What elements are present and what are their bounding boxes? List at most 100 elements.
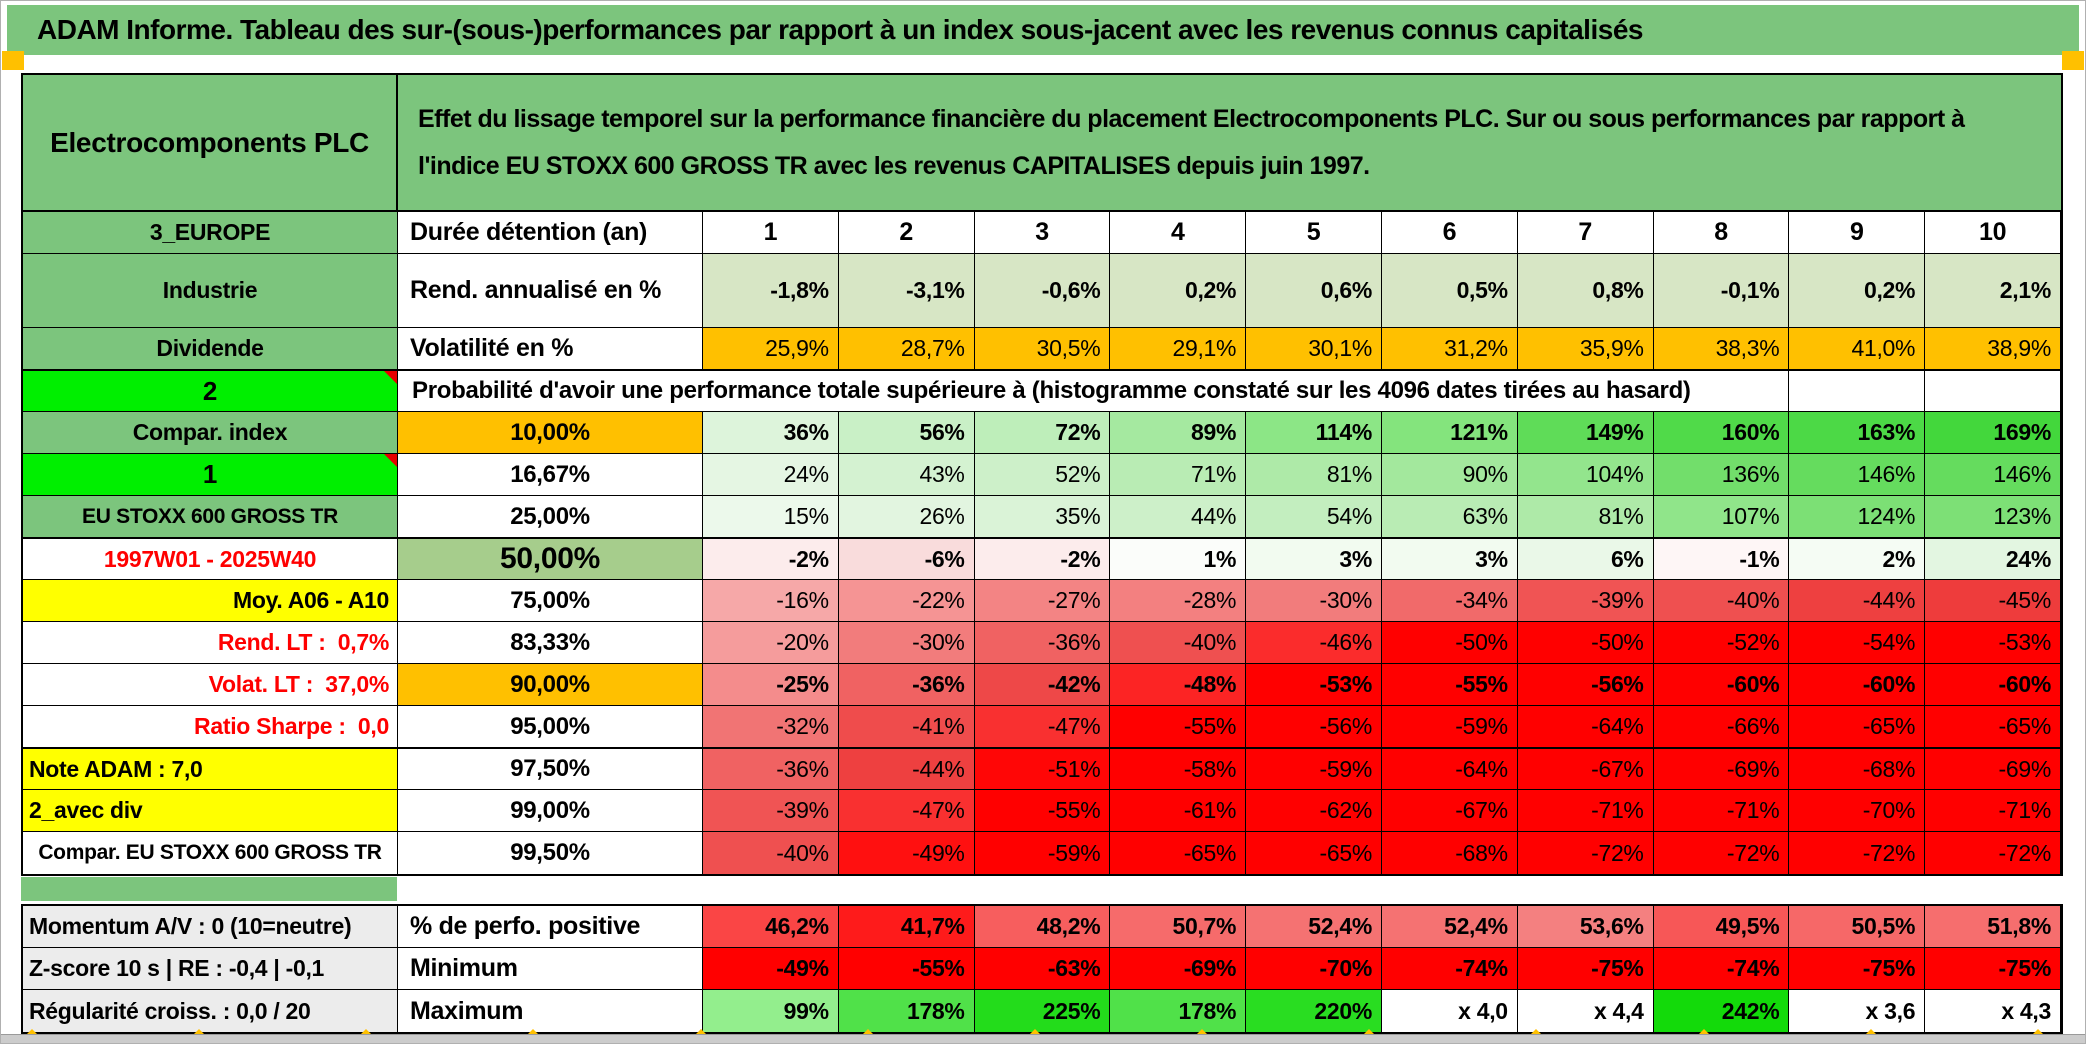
data-cell[interactable]: 50,7% [1110,906,1247,947]
data-cell[interactable]: 3 [974,212,1111,253]
data-cell[interactable]: -60% [1925,664,2061,705]
data-cell[interactable]: 178% [1110,990,1247,1032]
row-label[interactable]: Dividende [23,328,398,369]
data-cell[interactable]: 56% [838,412,975,453]
data-cell[interactable]: 3% [1382,539,1518,579]
data-cell[interactable]: -74% [1382,948,1518,989]
data-cell[interactable]: 28,7% [838,328,975,369]
data-cell[interactable]: -75% [1789,948,1926,989]
row-sublabel[interactable]: Maximum [398,990,703,1032]
data-cell[interactable]: -55% [974,790,1111,831]
data-cell[interactable]: 38,3% [1653,328,1790,369]
company-cell[interactable]: Electrocomponents PLC [23,75,398,210]
data-cell[interactable]: 9 [1789,212,1926,253]
data-cell[interactable]: -50% [1382,622,1518,663]
data-cell[interactable]: -69% [1653,749,1790,789]
data-cell[interactable]: 30,5% [974,328,1111,369]
data-cell[interactable]: 52% [974,454,1111,495]
data-cell[interactable]: 2,1% [1925,254,2061,327]
data-cell[interactable]: -52% [1653,622,1790,663]
data-cell[interactable]: -20% [703,622,839,663]
data-cell[interactable]: -62% [1246,790,1382,831]
data-cell[interactable]: -2% [703,539,839,579]
data-cell[interactable]: 49,5% [1653,906,1790,947]
row-label[interactable]: Industrie [23,254,398,327]
data-cell[interactable]: -65% [1789,706,1926,747]
row-sublabel[interactable]: Minimum [398,948,703,989]
data-cell[interactable]: 104% [1517,454,1654,495]
data-cell[interactable]: -56% [1517,664,1654,705]
data-cell[interactable]: -40% [1653,580,1790,621]
data-cell[interactable]: -56% [1246,706,1382,747]
data-cell[interactable]: -65% [1110,832,1247,874]
row-sublabel[interactable]: 99,00% [398,790,703,831]
data-cell[interactable]: -49% [703,948,839,989]
data-cell[interactable]: -71% [1925,790,2061,831]
data-cell[interactable]: 15% [703,496,839,537]
data-cell[interactable]: -3,1% [838,254,975,327]
row-label[interactable]: EU STOXX 600 GROSS TR [23,496,398,537]
data-cell[interactable]: -60% [1789,664,1926,705]
data-cell[interactable]: 54% [1246,496,1382,537]
data-cell[interactable]: -65% [1246,832,1382,874]
row-sublabel[interactable]: 75,00% [398,580,703,621]
data-cell[interactable]: 38,9% [1925,328,2061,369]
data-cell[interactable]: -40% [703,832,839,874]
data-cell[interactable]: 3% [1246,539,1382,579]
data-cell[interactable]: 30,1% [1246,328,1382,369]
data-cell[interactable]: 26% [838,496,975,537]
row-label[interactable]: Momentum A/V : 0 (10=neutre) [23,906,398,947]
row-sublabel[interactable]: 97,50% [398,749,703,789]
data-cell[interactable]: -58% [1110,749,1247,789]
data-cell[interactable]: 50,5% [1789,906,1926,947]
row-sublabel[interactable]: Durée détention (an) [398,212,703,253]
data-cell[interactable]: x 4,0 [1382,990,1518,1032]
data-cell[interactable]: -27% [974,580,1111,621]
data-cell[interactable]: 81% [1517,496,1654,537]
data-cell[interactable]: 169% [1925,412,2061,453]
data-cell[interactable]: -44% [1789,580,1926,621]
row-label[interactable]: Ratio Sharpe : 0,0 [23,706,398,747]
data-cell[interactable]: -54% [1789,622,1926,663]
row-label[interactable]: Volat. LT : 37,0% [23,664,398,705]
data-cell[interactable]: 24% [703,454,839,495]
data-cell[interactable]: -61% [1110,790,1247,831]
data-cell[interactable]: -32% [703,706,839,747]
data-cell[interactable]: 29,1% [1110,328,1247,369]
data-cell[interactable]: -64% [1517,706,1654,747]
data-cell[interactable]: 99% [703,990,839,1032]
data-cell[interactable]: -72% [1517,832,1654,874]
data-cell[interactable]: x 4,4 [1517,990,1654,1032]
probability-note[interactable]: Probabilité d'avoir une performance tota… [398,371,1790,411]
data-cell[interactable]: 53,6% [1517,906,1654,947]
data-cell[interactable]: 46,2% [703,906,839,947]
data-cell[interactable]: 8 [1653,212,1790,253]
title-bar[interactable]: ADAM Informe. Tableau des sur-(sous-)per… [7,5,2079,55]
data-cell[interactable]: -55% [838,948,975,989]
data-cell[interactable]: -67% [1517,749,1654,789]
data-cell[interactable]: 0,8% [1517,254,1654,327]
row-label[interactable]: 2 [23,371,398,411]
data-cell[interactable]: 121% [1382,412,1518,453]
row-label[interactable]: 1 [23,454,398,495]
data-cell[interactable]: 90% [1382,454,1518,495]
data-cell[interactable]: -70% [1789,790,1926,831]
row-sublabel[interactable]: 99,50% [398,832,703,874]
data-cell[interactable]: -47% [974,706,1111,747]
data-cell[interactable]: -72% [1653,832,1790,874]
row-label[interactable]: Note ADAM : 7,0 [23,749,398,789]
data-cell[interactable]: 163% [1789,412,1926,453]
data-cell[interactable]: -49% [838,832,975,874]
data-cell[interactable]: 146% [1789,454,1926,495]
row-sublabel[interactable]: % de perfo. positive [398,906,703,947]
data-cell[interactable]: -53% [1925,622,2061,663]
data-cell[interactable] [1789,371,1926,411]
data-cell[interactable]: -46% [1246,622,1382,663]
data-cell[interactable]: -1,8% [703,254,839,327]
data-cell[interactable]: 51,8% [1925,906,2061,947]
data-cell[interactable]: 4 [1110,212,1247,253]
data-cell[interactable]: -30% [838,622,975,663]
data-cell[interactable]: -34% [1382,580,1518,621]
row-label[interactable]: Z-score 10 s | RE : -0,4 | -0,1 [23,948,398,989]
data-cell[interactable]: -60% [1653,664,1790,705]
